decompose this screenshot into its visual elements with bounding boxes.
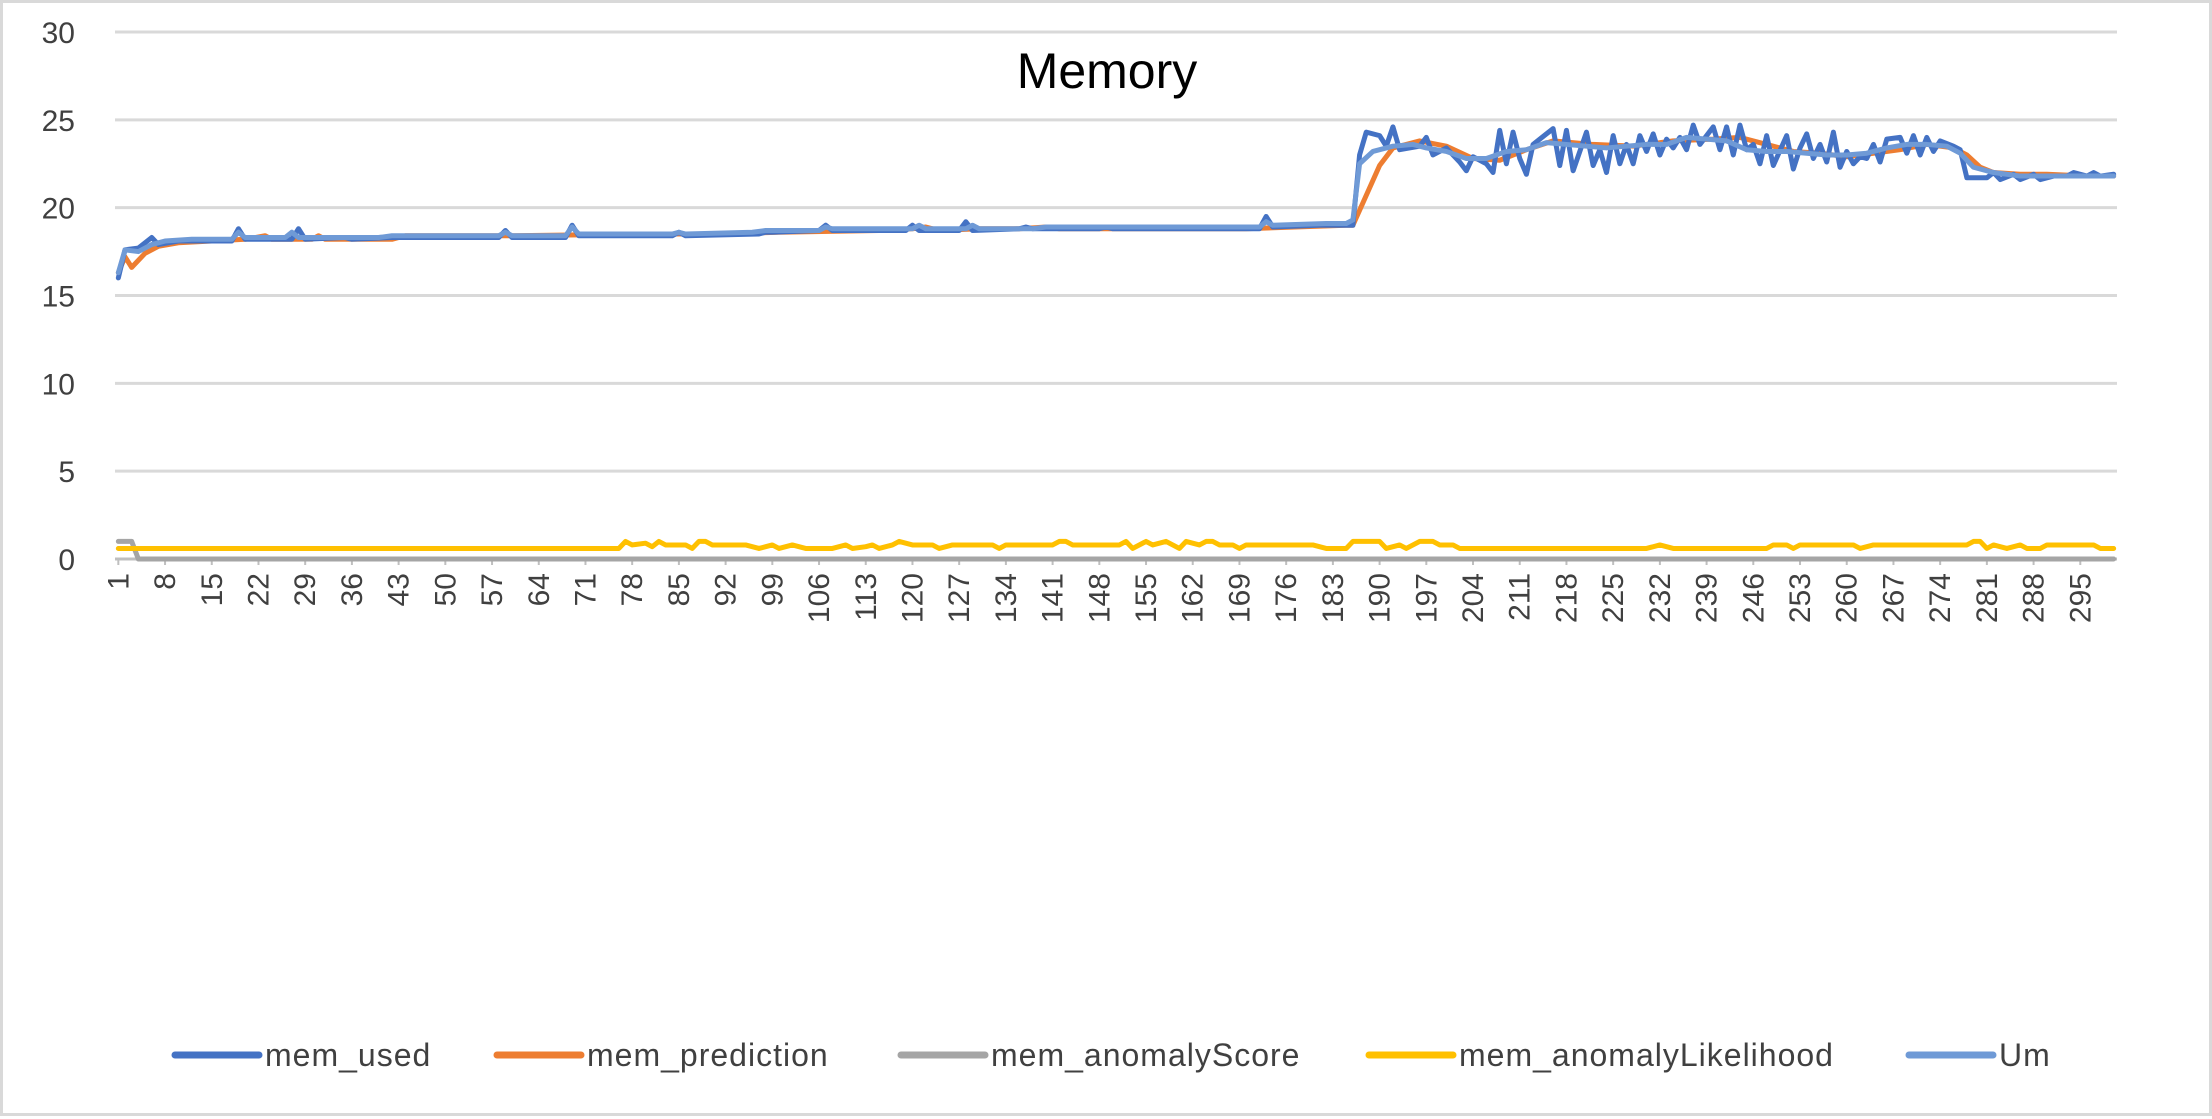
x-tick-label: 43: [383, 573, 416, 606]
x-tick-label: 274: [1924, 573, 1957, 623]
x-tick-label: 176: [1270, 573, 1303, 623]
y-tick-label: 25: [42, 105, 75, 138]
series-lines: [115, 122, 2117, 562]
legend-label: mem_anomalyScore: [991, 1037, 1300, 1073]
x-tick-label: 141: [1037, 573, 1070, 623]
series-line-um: [115, 134, 2117, 276]
x-tick-label: 183: [1317, 573, 1350, 623]
y-tick-label: 30: [42, 17, 75, 50]
y-tick-label: 15: [42, 281, 75, 314]
x-tick-label: 15: [196, 573, 229, 606]
x-tick-label: 50: [429, 573, 462, 606]
x-tick-label: 253: [1784, 573, 1817, 623]
x-tick-label: 106: [803, 573, 836, 623]
series-line-mem-used: [115, 122, 2117, 281]
x-tick-label: 225: [1597, 573, 1630, 623]
x-tick-label: 260: [1831, 573, 1864, 623]
legend-label: mem_used: [265, 1037, 431, 1073]
x-tick-label: 169: [1223, 573, 1256, 623]
y-axis: 0 5 10 15 20 25 30: [42, 17, 75, 577]
x-axis: 1 8 15 22 29 36 43 50 57 64 71 78 85 92 99 106 113 120 127…: [102, 559, 2097, 623]
legend-label: mem_prediction: [587, 1037, 829, 1073]
x-tick-label: 155: [1130, 573, 1163, 623]
x-tick-label: 29: [289, 573, 322, 606]
series-line-mem-anomalylikelihood: [115, 538, 2117, 551]
y-tick-label: 0: [58, 544, 75, 577]
x-tick-label: 204: [1457, 573, 1490, 623]
x-tick-label: 78: [616, 573, 649, 606]
gridlines: [115, 30, 2117, 561]
x-tick-label: 232: [1644, 573, 1677, 623]
line-chart: 0 5 10 15 20 25 30 1 8 15 22 29 36 43 50 57 64 71 78 85 92 9…: [42, 17, 2117, 1073]
x-tick-label: 71: [569, 573, 602, 606]
legend-label: Um: [1999, 1037, 2051, 1073]
x-tick-label: 239: [1691, 573, 1724, 623]
x-tick-label: 113: [850, 573, 883, 621]
x-tick-label: 267: [1877, 573, 1910, 623]
x-tick-label: 1: [102, 573, 135, 590]
x-tick-label: 288: [2018, 573, 2051, 623]
x-tick-label: 190: [1364, 573, 1397, 623]
x-tick-label: 85: [663, 573, 696, 606]
y-tick-label: 20: [42, 193, 75, 226]
x-tick-label: 162: [1177, 573, 1210, 623]
y-tick-label: 5: [58, 456, 75, 489]
x-tick-label: 120: [896, 573, 929, 623]
x-tick-label: 218: [1550, 573, 1583, 623]
chart-title: Memory: [1017, 43, 1198, 99]
x-tick-label: 22: [242, 573, 275, 606]
x-tick-label: 281: [1971, 573, 2004, 623]
x-tick-label: 127: [943, 573, 976, 623]
y-tick-label: 10: [42, 368, 75, 401]
x-tick-label: 246: [1737, 573, 1770, 623]
x-tick-label: 211: [1504, 573, 1537, 621]
x-tick-label: 92: [710, 573, 743, 606]
x-tick-label: 148: [1083, 573, 1116, 623]
x-tick-label: 99: [756, 573, 789, 606]
x-tick-label: 134: [990, 573, 1023, 623]
x-tick-label: 64: [523, 573, 556, 606]
x-tick-label: 36: [336, 573, 369, 606]
legend-label: mem_anomalyLikelihood: [1459, 1037, 1834, 1073]
x-tick-label: 295: [2064, 573, 2097, 623]
x-tick-label: 197: [1410, 573, 1443, 623]
x-tick-label: 57: [476, 573, 509, 606]
x-tick-label: 8: [149, 573, 182, 590]
legend: mem_used mem_prediction mem_anomalyScore me…: [171, 1037, 2051, 1073]
